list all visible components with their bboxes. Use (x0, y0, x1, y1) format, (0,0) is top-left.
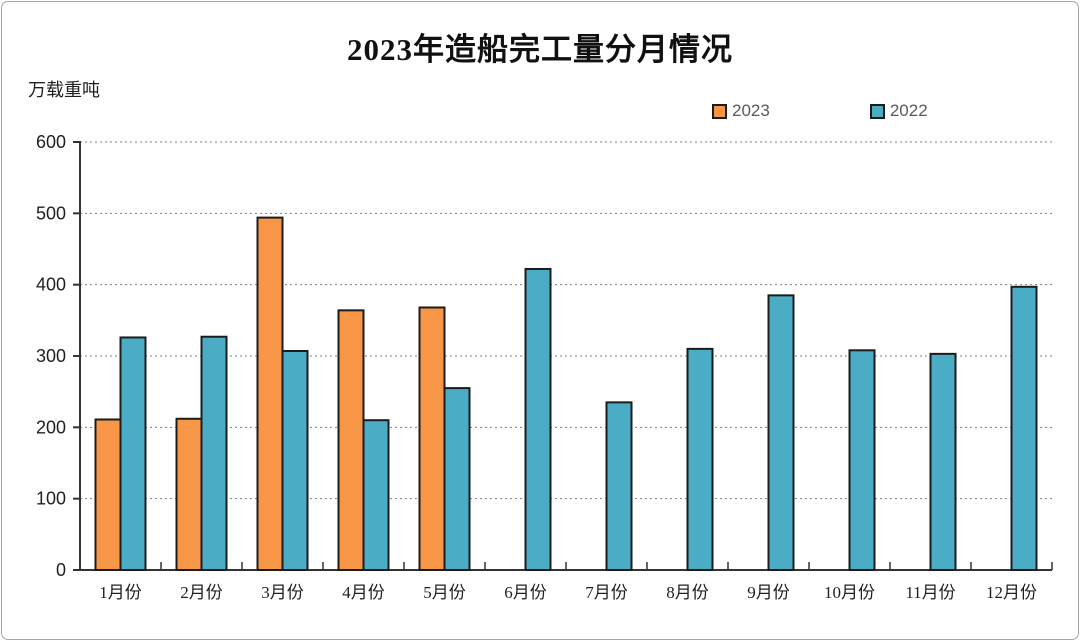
legend-label-2022: 2022 (889, 101, 928, 120)
x-category-label-10: 10月份 (824, 583, 875, 602)
bar-2022-month-12 (1010, 285, 1038, 571)
x-category-label-4: 4月份 (342, 583, 385, 602)
x-category-label-7: 7月份 (585, 583, 628, 602)
x-category-label-1: 1月份 (99, 583, 142, 602)
bar-2023-month-3 (256, 216, 284, 571)
bar-2022-month-6 (524, 267, 552, 571)
y-tick-label-0: 0 (56, 560, 66, 580)
x-category-label-8: 8月份 (666, 583, 709, 602)
bar-2022-month-1 (119, 336, 147, 571)
y-tick-label-200: 200 (36, 417, 66, 437)
bar-2022-month-11 (929, 352, 957, 571)
chart-legend: 2023 2022 (712, 101, 928, 121)
bar-2022-month-4 (362, 419, 390, 572)
y-tick-label-500: 500 (36, 203, 66, 223)
bar-2022-month-5 (443, 387, 471, 571)
y-tick-label-400: 400 (36, 275, 66, 295)
bar-2022-month-10 (848, 349, 876, 571)
legend-item-2023: 2023 (712, 101, 770, 121)
bar-2022-month-2 (200, 335, 228, 571)
bar-2023-month-2 (175, 417, 203, 572)
bar-2023-month-5 (418, 306, 446, 571)
x-category-label-6: 6月份 (504, 583, 547, 602)
y-axis-unit-label: 万载重吨 (28, 80, 100, 100)
x-category-label-11: 11月份 (905, 583, 955, 602)
x-category-label-5: 5月份 (423, 583, 466, 602)
bar-2023-month-1 (94, 418, 122, 571)
chart-title: 2023年造船完工量分月情况 (347, 32, 733, 67)
legend-item-2022: 2022 (869, 101, 928, 121)
bar-2022-month-8 (686, 347, 714, 571)
x-category-label-3: 3月份 (261, 583, 304, 602)
x-category-label-12: 12月份 (986, 583, 1037, 602)
y-tick-label-600: 600 (36, 132, 66, 152)
bar-2022-month-3 (281, 350, 309, 571)
legend-swatch-2022 (869, 103, 885, 119)
bar-2022-month-9 (767, 294, 795, 571)
y-tick-label-300: 300 (36, 346, 66, 366)
y-tick-label-100: 100 (36, 489, 66, 509)
x-category-label-9: 9月份 (747, 583, 790, 602)
bar-2023-month-4 (337, 309, 365, 571)
legend-label-2023: 2023 (732, 101, 770, 120)
x-category-label-2: 2月份 (180, 583, 223, 602)
legend-swatch-2023 (712, 103, 727, 119)
bar-2022-month-7 (605, 401, 633, 571)
